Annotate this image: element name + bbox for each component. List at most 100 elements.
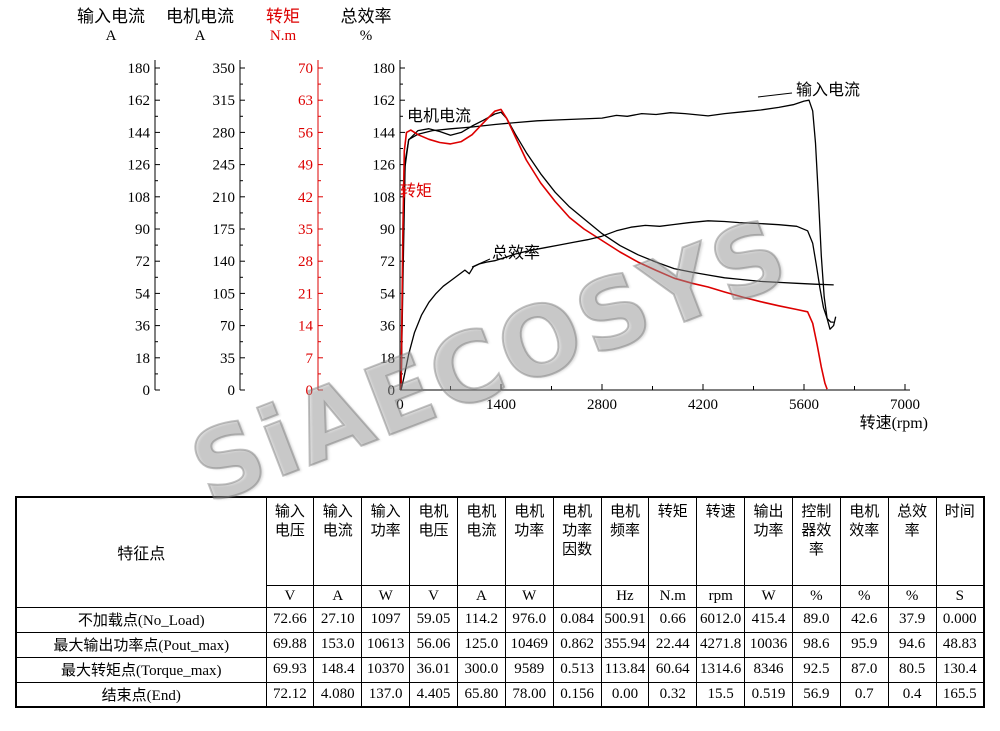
unit-cell-9: rpm — [696, 584, 746, 608]
row-name: 不加载点(No_Load) — [15, 606, 267, 633]
value-cell: 0.862 — [552, 631, 602, 658]
tick-label-input_current: 144 — [128, 125, 151, 141]
tick-label-input_current: 108 — [128, 190, 151, 206]
table-row-1: 最大输出功率点(Pout_max) 69.88 153.0 10613 56.06 125… — [15, 631, 985, 658]
row-name: 最大输出功率点(Pout_max) — [15, 631, 267, 658]
curve-input_current — [400, 99, 837, 391]
value-cell: 0.513 — [552, 656, 602, 683]
value-cell: 1314.6 — [696, 656, 746, 683]
tick-label-motor_current: 210 — [213, 190, 236, 206]
curve-efficiency — [400, 220, 834, 391]
value-cell: 0.32 — [648, 681, 698, 708]
unit-cell-14: S — [935, 584, 985, 608]
column-header-10: 输出 功率 — [744, 496, 793, 586]
column-header-9: 转速 — [696, 496, 746, 586]
table-row-3: 结束点(End) 72.12 4.080 137.0 4.405 65.80 78.00 0.… — [15, 681, 985, 708]
value-cell: 0.4 — [887, 681, 937, 708]
unit-cell-8: N.m — [648, 584, 698, 608]
axis-unit-input_current: A — [106, 28, 117, 44]
x-tick-label: 5600 — [789, 397, 819, 413]
column-header-8: 转矩 — [648, 496, 698, 586]
tick-label-input_current: 54 — [135, 286, 151, 302]
value-cell: 22.44 — [648, 631, 698, 658]
column-header-0: 输入 电压 — [265, 496, 315, 586]
tick-label-torque: 42 — [298, 190, 313, 206]
value-cell: 94.6 — [887, 631, 937, 658]
axis-title-input_current: 输入电流 — [77, 7, 145, 26]
tick-label-motor_current: 280 — [213, 125, 236, 141]
curve-label-input_current: 输入电流 — [796, 81, 860, 99]
column-header-4: 电机 电流 — [456, 496, 506, 586]
tick-label-input_current: 72 — [135, 254, 150, 270]
unit-cell-1: A — [313, 584, 363, 608]
value-cell: 78.00 — [504, 681, 554, 708]
tick-label-torque: 49 — [298, 158, 313, 174]
value-cell: 56.9 — [791, 681, 841, 708]
value-cell: 300.0 — [456, 656, 506, 683]
value-cell: 1097 — [361, 606, 411, 633]
x-tick-label: 4200 — [688, 397, 718, 413]
value-cell: 9589 — [504, 656, 554, 683]
x-tick-label: 7000 — [890, 397, 920, 413]
tick-label-efficiency: 144 — [373, 125, 396, 141]
tick-label-efficiency: 126 — [373, 158, 396, 174]
feature-points-table: 特征点 输入 电压 输入 电流 输入 功率 电机 电压 电机 电流 电机 功率 电机 功率 因… — [15, 496, 985, 708]
value-cell: 8346 — [744, 656, 793, 683]
axis-title-torque: 转矩 — [266, 7, 300, 26]
tick-label-torque: 70 — [298, 61, 313, 77]
tick-label-motor_current: 140 — [213, 254, 236, 270]
column-header-5: 电机 功率 — [504, 496, 554, 586]
unit-cell-6 — [552, 584, 602, 608]
value-cell: 0.66 — [648, 606, 698, 633]
tick-label-motor_current: 245 — [213, 158, 236, 174]
value-cell: 355.94 — [600, 631, 650, 658]
value-cell: 95.9 — [839, 631, 889, 658]
value-cell: 69.93 — [265, 656, 315, 683]
value-cell: 0.084 — [552, 606, 602, 633]
x-tick-label: 1400 — [486, 397, 516, 413]
value-cell: 15.5 — [696, 681, 746, 708]
row-name: 最大转矩点(Torque_max) — [15, 656, 267, 683]
tick-label-motor_current: 350 — [213, 61, 236, 77]
tick-label-efficiency: 162 — [373, 93, 396, 109]
value-cell: 10469 — [504, 631, 554, 658]
unit-cell-2: W — [361, 584, 411, 608]
tick-label-efficiency: 18 — [380, 351, 395, 367]
curve-label-efficiency: 总效率 — [492, 244, 540, 262]
tick-label-input_current: 0 — [143, 383, 151, 399]
value-cell: 153.0 — [313, 631, 363, 658]
tick-label-motor_current: 0 — [228, 383, 236, 399]
tick-label-input_current: 36 — [135, 319, 151, 335]
tick-label-motor_current: 105 — [213, 286, 236, 302]
x-tick-label: 2800 — [587, 397, 617, 413]
value-cell: 500.91 — [600, 606, 650, 633]
value-cell: 0.7 — [839, 681, 889, 708]
tick-label-efficiency: 72 — [380, 254, 395, 270]
curve-label-motor_current: 电机电流 — [407, 107, 471, 125]
table-row-2: 最大转矩点(Torque_max) 69.93 148.4 10370 36.01 300… — [15, 656, 985, 683]
tick-label-torque: 35 — [298, 222, 313, 238]
value-cell: 6012.0 — [696, 606, 746, 633]
value-cell: 87.0 — [839, 656, 889, 683]
tick-label-torque: 28 — [298, 254, 313, 270]
value-cell: 69.88 — [265, 631, 315, 658]
unit-cell-13: % — [887, 584, 937, 608]
tick-label-input_current: 126 — [128, 158, 151, 174]
value-cell: 37.9 — [887, 606, 937, 633]
value-cell: 130.4 — [935, 656, 985, 683]
value-cell: 27.10 — [313, 606, 363, 633]
unit-cell-10: W — [744, 584, 793, 608]
x-axis-title: 转速(rpm) — [860, 414, 928, 432]
row-name: 结束点(End) — [15, 681, 267, 708]
tick-label-efficiency: 0 — [388, 383, 396, 399]
value-cell: 65.80 — [456, 681, 506, 708]
unit-cell-0: V — [265, 584, 315, 608]
value-cell: 98.6 — [791, 631, 841, 658]
tick-label-input_current: 162 — [128, 93, 151, 109]
x-tick-label: 0 — [396, 397, 404, 413]
tick-label-motor_current: 315 — [213, 93, 236, 109]
tick-label-torque: 21 — [298, 286, 313, 302]
axis-title-efficiency: 总效率 — [341, 7, 392, 26]
tick-label-torque: 7 — [306, 351, 314, 367]
